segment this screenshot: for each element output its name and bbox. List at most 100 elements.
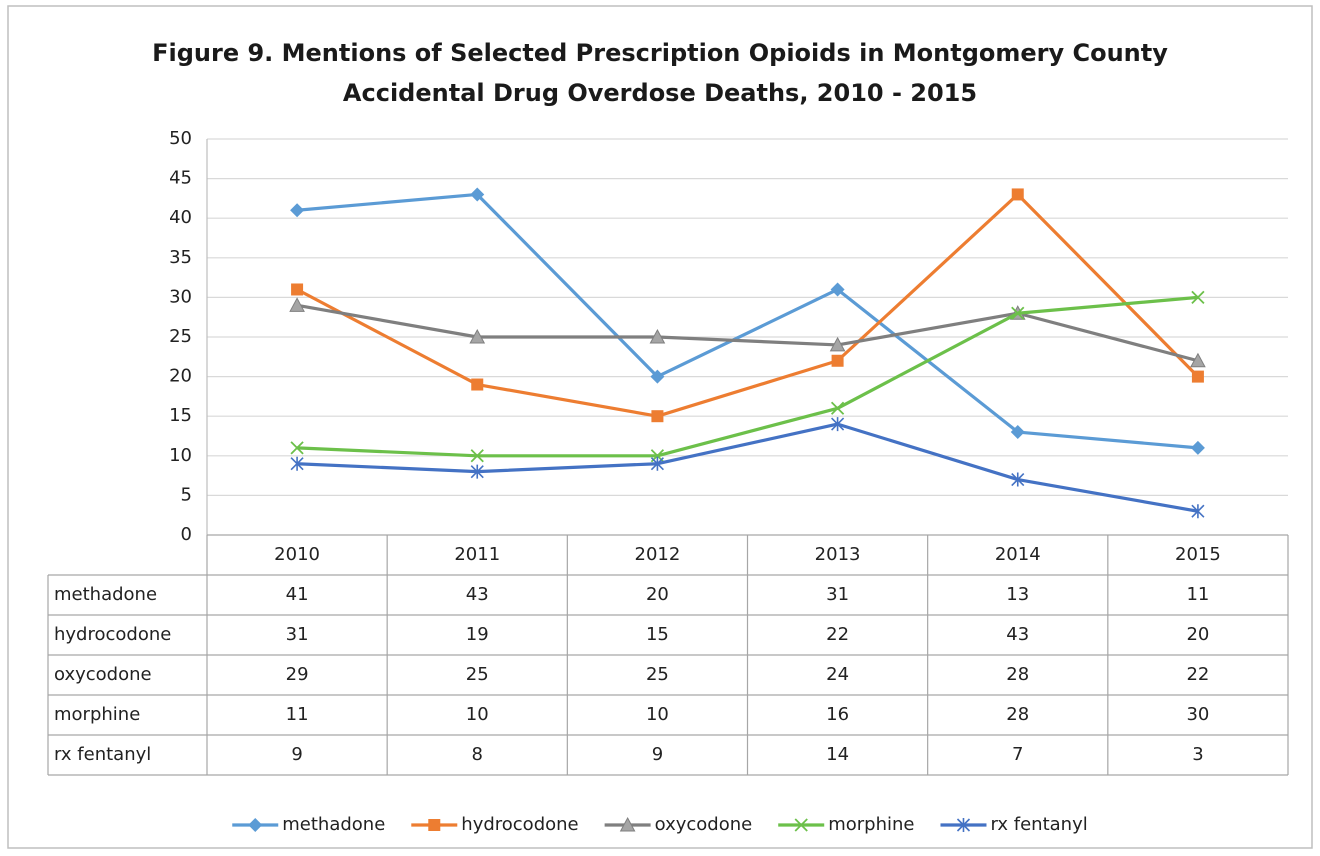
- marker: [1191, 370, 1204, 383]
- marker: [1190, 440, 1205, 455]
- marker: [428, 819, 441, 831]
- table-cell: 14: [826, 744, 849, 765]
- table-cell: 7: [1012, 744, 1023, 765]
- table-cell: 11: [286, 704, 309, 725]
- marker: [290, 441, 304, 455]
- table-cell: 31: [286, 624, 309, 645]
- marker: [291, 283, 304, 296]
- table-cell: 16: [826, 704, 849, 725]
- marker: [471, 378, 484, 391]
- table-cell: 29: [286, 664, 309, 685]
- table-cell: 25: [466, 664, 489, 685]
- table-cell: 10: [466, 704, 489, 725]
- marker: [1011, 306, 1025, 320]
- table-cell: 11: [1186, 584, 1209, 605]
- table-cell: 9: [291, 744, 302, 765]
- marker: [794, 818, 808, 832]
- y-tick-label: 20: [169, 366, 192, 387]
- table-cell: 10: [646, 704, 669, 725]
- table-cell: 41: [286, 584, 309, 605]
- marker: [470, 449, 484, 463]
- y-tick-label: 50: [169, 128, 192, 149]
- marker: [956, 818, 971, 832]
- legend-item: hydrocodone: [411, 814, 579, 835]
- table-cell: 15: [646, 624, 669, 645]
- table-cell: 20: [1186, 624, 1209, 645]
- legend-item: methadone: [232, 814, 385, 835]
- marker: [289, 297, 305, 312]
- legend-label: hydrocodone: [461, 814, 578, 835]
- marker: [830, 401, 845, 415]
- y-tick-label: 25: [169, 326, 192, 347]
- table-cell: 43: [466, 584, 489, 605]
- marker: [831, 354, 844, 367]
- table-row-label: morphine: [54, 704, 140, 725]
- chart-title: Figure 9. Mentions of Selected Prescript…: [152, 39, 1168, 67]
- y-tick-label: 35: [169, 247, 192, 268]
- table-cell: 25: [646, 664, 669, 685]
- table-cell: 28: [1006, 664, 1029, 685]
- series-line: [297, 295, 1199, 458]
- table-cell: 8: [472, 744, 483, 765]
- series-line: [296, 192, 1199, 450]
- x-tick-label: 2015: [1175, 544, 1221, 565]
- table-row-label: oxycodone: [54, 664, 152, 685]
- x-tick-label: 2011: [454, 544, 500, 565]
- y-tick-label: 10: [169, 445, 192, 466]
- y-tick-label: 45: [169, 168, 192, 189]
- marker: [1191, 504, 1205, 519]
- table-cell: 24: [826, 664, 849, 685]
- chart-frame: [7, 5, 1313, 849]
- marker: [469, 328, 486, 344]
- table-cell: 20: [646, 584, 669, 605]
- marker: [1011, 188, 1024, 201]
- marker: [1010, 425, 1025, 440]
- series-line: [296, 192, 1200, 418]
- legend: methadone hydrocodone oxycodone morphine rx …: [232, 814, 1088, 835]
- marker: [1011, 472, 1025, 487]
- marker: [470, 187, 485, 202]
- legend-label: oxycodone: [655, 814, 753, 835]
- x-tick-label: 2012: [635, 544, 681, 565]
- marker: [650, 456, 664, 471]
- table-cell: 43: [1006, 624, 1029, 645]
- series-line: [297, 422, 1199, 513]
- marker: [248, 818, 263, 832]
- y-tick-label: 5: [181, 484, 192, 505]
- x-tick-label: 2013: [815, 544, 861, 565]
- y-tick-label: 40: [169, 207, 192, 228]
- table-cell: 9: [652, 744, 663, 765]
- table-cell: 3: [1192, 744, 1203, 765]
- table-row-label: methadone: [54, 584, 157, 605]
- marker: [650, 369, 665, 384]
- chart-title: Accidental Drug Overdose Deaths, 2010 - …: [343, 79, 977, 107]
- marker: [649, 328, 666, 344]
- marker: [830, 282, 845, 297]
- legend-label: methadone: [282, 814, 385, 835]
- table-row-label: rx fentanyl: [54, 744, 151, 765]
- marker: [290, 456, 304, 471]
- legend-label: morphine: [828, 814, 914, 835]
- marker: [290, 203, 305, 218]
- marker: [829, 336, 846, 352]
- marker: [651, 410, 664, 423]
- legend-item: rx fentanyl: [940, 814, 1088, 835]
- legend-item: morphine: [778, 814, 914, 835]
- y-tick-label: 30: [169, 286, 192, 307]
- x-tick-label: 2014: [995, 544, 1041, 565]
- table-row-label: hydrocodone: [54, 624, 171, 645]
- series-line: [296, 303, 1199, 363]
- y-tick-label: 0: [181, 524, 192, 545]
- y-tick-label: 15: [169, 405, 192, 426]
- table-cell: 31: [826, 584, 849, 605]
- table-cell: 28: [1006, 704, 1029, 725]
- table-cell: 22: [1186, 664, 1209, 685]
- table-cell: 30: [1186, 704, 1209, 725]
- marker: [470, 464, 484, 479]
- legend-item: oxycodone: [604, 814, 753, 835]
- marker: [831, 417, 845, 432]
- table-cell: 19: [466, 624, 489, 645]
- x-tick-label: 2010: [274, 544, 320, 565]
- marker: [1190, 352, 1206, 368]
